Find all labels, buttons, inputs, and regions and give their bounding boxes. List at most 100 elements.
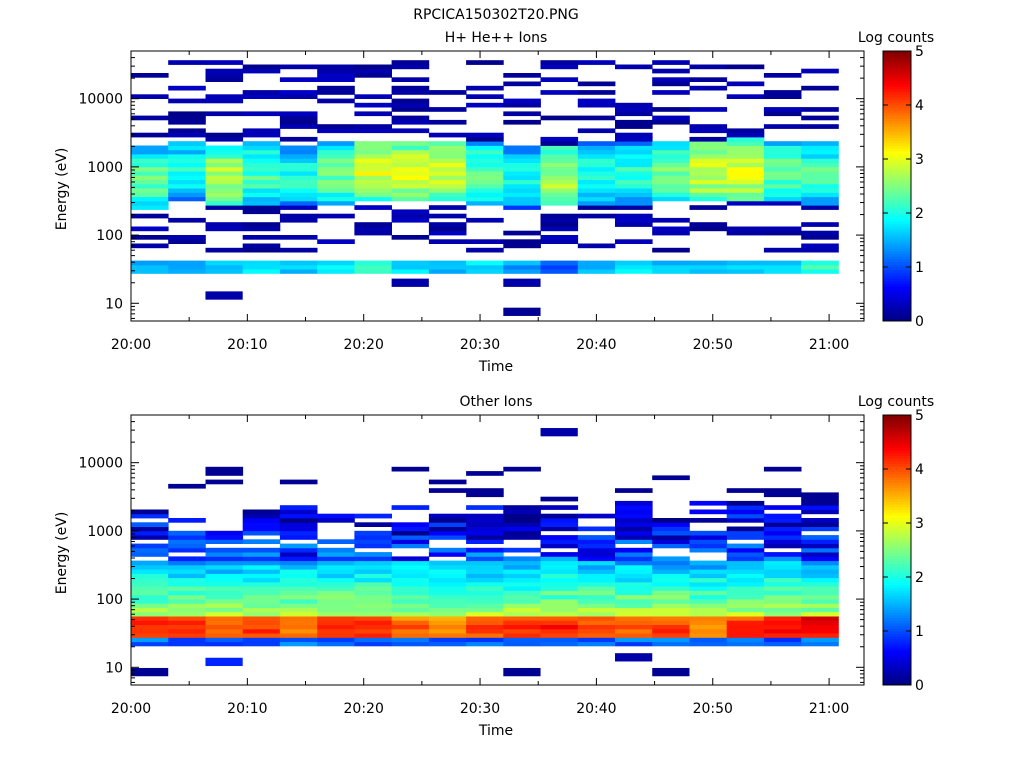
heatmap-cell [205, 607, 244, 613]
heatmap-cell [763, 260, 802, 266]
heatmap-cell [763, 518, 802, 523]
heatmap-cell [168, 603, 206, 608]
heatmap-cell [801, 230, 839, 236]
heatmap-cell [391, 581, 430, 587]
heatmap-cell [726, 599, 765, 604]
heatmap-cell [391, 607, 430, 613]
heatmap-cell [763, 162, 802, 168]
heatmap-cell [726, 183, 765, 189]
heatmap-cell [615, 607, 653, 613]
heatmap-cell [168, 569, 206, 574]
heatmap-cell [466, 513, 504, 519]
heatmap-cell [242, 235, 281, 240]
heatmap-cell [428, 518, 467, 523]
heatmap-cell [689, 260, 728, 266]
heatmap-cell [242, 599, 281, 604]
heatmap-cell [503, 633, 541, 638]
heatmap-cell [354, 158, 392, 163]
heatmap-cell [540, 633, 579, 638]
heatmap-cell [242, 581, 281, 587]
heatmap-cell [652, 175, 690, 180]
colorbar-tick-label: 4 [915, 98, 924, 114]
heatmap-cell [279, 624, 318, 630]
colorbar-tick-label: 1 [915, 624, 924, 640]
heatmap-cell [354, 94, 392, 99]
heatmap-cell [205, 633, 244, 638]
heatmap-cell [279, 200, 318, 206]
heatmap-cell [317, 539, 355, 544]
heatmap-cell [615, 530, 653, 536]
heatmap-cell [354, 620, 392, 625]
heatmap-cell [131, 624, 169, 630]
y-tick-label: 10000 [78, 92, 123, 108]
heatmap-cell [763, 539, 802, 544]
colorbar-segment [883, 88, 911, 92]
heatmap-cell [540, 60, 579, 65]
heatmap-cell [354, 175, 392, 180]
heatmap-cell [726, 569, 765, 574]
heatmap-cell [801, 492, 839, 498]
heatmap-cell [763, 633, 802, 638]
heatmap-cell [689, 128, 728, 134]
heatmap-cell [540, 183, 579, 189]
heatmap-cell [801, 564, 839, 570]
heatmap-cell [615, 522, 653, 527]
heatmap-cell [391, 522, 430, 527]
heatmap-cell [131, 200, 169, 206]
x-tick-label: 20:30 [460, 337, 500, 353]
colorbar-segment [883, 118, 911, 122]
heatmap-cell [242, 573, 281, 579]
heatmap-cell [652, 560, 690, 566]
heatmap-cell [503, 505, 541, 510]
heatmap-cell [317, 158, 355, 163]
heatmap-cell [131, 132, 169, 138]
colorbar-tick-label: 0 [915, 678, 924, 694]
colorbar-segment [883, 528, 911, 532]
heatmap-cell [540, 539, 579, 544]
heatmap-cell [689, 607, 728, 613]
heatmap-cell [317, 98, 355, 104]
heatmap-cell [391, 235, 430, 240]
heatmap-cell [503, 260, 541, 266]
heatmap-cell [466, 192, 504, 198]
heatmap-cell [205, 552, 244, 557]
y-tick-label: 1000 [87, 524, 123, 540]
heatmap-cell [689, 269, 728, 274]
colorbar-segment [883, 593, 911, 597]
heatmap-cell [615, 124, 653, 129]
heatmap-cell [131, 641, 169, 647]
colorbar-segment [883, 555, 911, 559]
heatmap-cell [615, 518, 653, 523]
heatmap-cell [466, 569, 504, 574]
heatmap-cell [466, 535, 504, 540]
heatmap-cell [428, 158, 467, 163]
heatmap-cell [168, 556, 206, 562]
heatmap-cell [801, 581, 839, 587]
heatmap-cell [131, 509, 169, 515]
heatmap-cell [131, 269, 169, 274]
heatmap-cell [242, 633, 281, 638]
heatmap-cell [391, 628, 430, 634]
heatmap-cell [801, 115, 839, 121]
heatmap-cell [540, 217, 579, 223]
heatmap-cell [131, 73, 169, 78]
heatmap-cell [540, 77, 579, 82]
x-axis-label: Time [478, 723, 513, 739]
colorbar-segment [883, 250, 911, 254]
colorbar-segment [883, 226, 911, 230]
heatmap-cell [652, 522, 690, 527]
heatmap-cell [168, 85, 206, 91]
colorbar-tick-label: 5 [915, 44, 924, 60]
heatmap-cell [615, 586, 653, 591]
heatmap-cell [652, 577, 690, 583]
colorbar-segment [883, 191, 911, 195]
heatmap-cell [354, 633, 392, 638]
heatmap-cell [242, 94, 281, 99]
heatmap-cell [652, 269, 690, 274]
heatmap-cell [763, 603, 802, 608]
heatmap-cell [577, 594, 616, 600]
heatmap-cell [205, 586, 244, 591]
heatmap-cell [577, 641, 616, 647]
heatmap-cell [689, 188, 728, 193]
heatmap-cell [503, 239, 541, 244]
